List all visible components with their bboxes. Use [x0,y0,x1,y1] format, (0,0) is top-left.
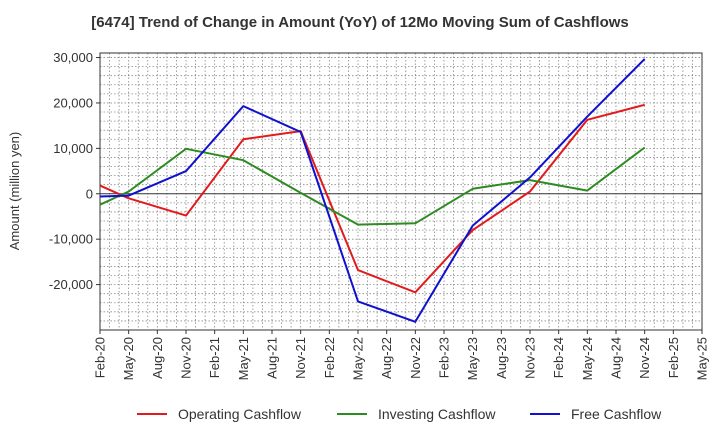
series-line-operating-cashflow [99,103,645,294]
x-tick-label: May-25 [695,337,710,380]
y-tick-label: -10,000 [49,232,93,247]
chart-title: [6474] Trend of Change in Amount (YoY) o… [91,14,629,31]
grid-layer [99,53,703,331]
y-tick-label: -20,000 [49,277,93,292]
plot-frame [99,52,703,331]
series-line-free-cashflow [99,58,646,323]
legend-label-investing-cashflow: Investing Cashflow [378,406,496,422]
legend-label-operating-cashflow: Operating Cashflow [178,406,302,422]
legend-label-free-cashflow: Free Cashflow [571,406,662,422]
x-tick-label: Nov-21 [293,337,308,379]
x-tick-label: Feb-23 [437,337,452,378]
legend: Operating Cashflow Investing Cashflow Free… [137,406,662,422]
x-tick-label: May-21 [236,337,251,380]
y-axis-title: Amount (million yen) [7,132,22,251]
axis-layer: 30,000 20,000 10,000 0 -10,000 -20,000 Feb-20 M… [49,50,710,380]
x-tick-label: Feb-21 [207,337,222,378]
series-layer [99,58,646,323]
x-tick-label: Aug-22 [379,337,394,379]
x-tick-label: Nov-20 [179,337,194,379]
x-tick-label: Nov-22 [408,337,423,379]
x-tick-label: Aug-20 [150,337,165,379]
x-tick-label: May-20 [121,337,136,380]
y-tick-label: 30,000 [53,50,93,65]
x-tick-label: May-22 [351,337,366,380]
x-tick-label: Feb-20 [93,337,108,378]
y-tick-label: 10,000 [53,141,93,156]
x-tick-label: Feb-22 [322,337,337,378]
x-tick-label: Aug-21 [265,337,280,379]
x-tick-label: Nov-23 [523,337,538,379]
x-tick-label: Aug-23 [494,337,509,379]
x-tick-label: Nov-24 [637,337,652,379]
y-tick-label: 20,000 [53,95,93,110]
x-tick-label: Aug-24 [609,337,624,379]
y-tick-label: 0 [86,186,93,201]
x-tick-label: Feb-24 [551,337,566,378]
x-tick-label: May-23 [465,337,480,380]
x-tick-label: May-24 [580,337,595,380]
series-line-investing-cashflow [99,146,646,226]
x-tick-label: Feb-25 [666,337,681,378]
